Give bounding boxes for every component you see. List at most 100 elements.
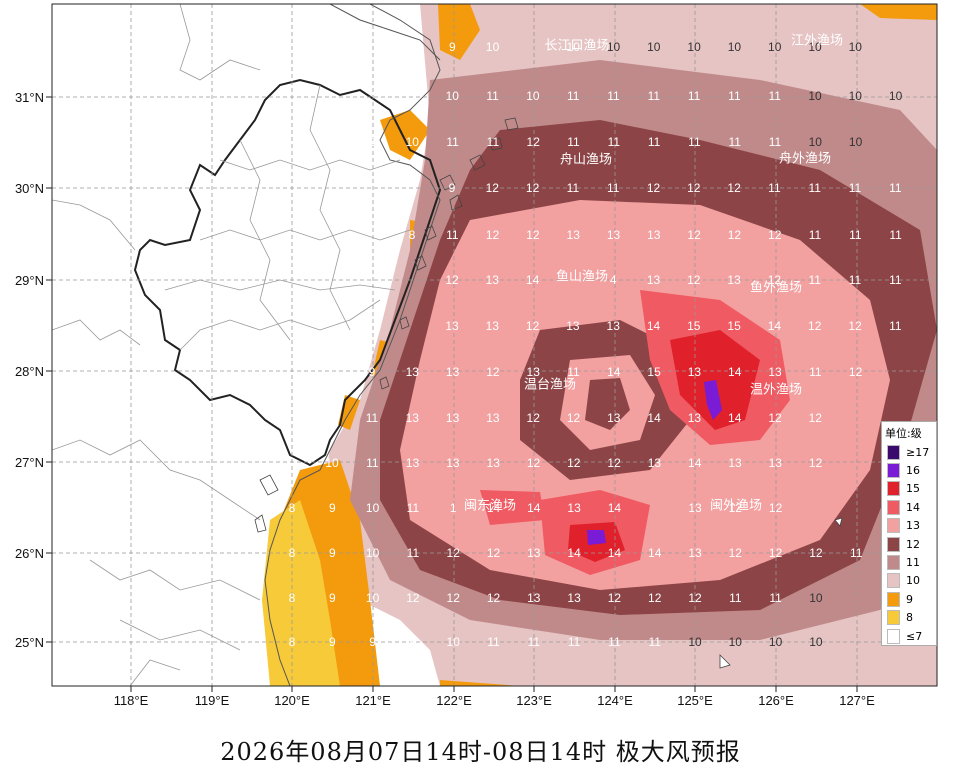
wind-grade-value: 11 (407, 501, 420, 515)
map-caption: 2026年08月07日14时-08日14时 极大风预报 (220, 738, 741, 766)
wind-grade-value: 13 (567, 591, 581, 605)
wind-grade-value: 13 (688, 411, 702, 425)
wind-zone-16-south (587, 530, 606, 545)
wind-grade-value: 10 (889, 89, 903, 103)
legend-swatch (887, 573, 900, 589)
wind-grade-value: 10 (849, 40, 863, 54)
fishing-zone-labels: 长江口渔场 江外渔场 舟山渔场 舟外渔场 鱼山渔场 鱼外渔场 温台渔场 温外渔场… (464, 34, 843, 514)
x-tick-label: 126°E (758, 693, 794, 708)
legend-swatch (887, 444, 900, 460)
wind-grade-value: 10 (809, 135, 823, 149)
wind-grade-value: 12 (769, 501, 783, 515)
wind-zone-9-north (438, 4, 480, 60)
wind-grade-value: 12 (527, 456, 541, 470)
wind-grade-value: 10 (809, 591, 823, 605)
y-tick-label: 30°N (15, 181, 44, 196)
wind-grade-value: 12 (688, 591, 702, 605)
wind-grade-value: 13 (406, 456, 420, 470)
legend-item: 13 (882, 517, 936, 535)
wind-grade-value: 14 (768, 319, 782, 333)
wind-grade-value: 12 (727, 181, 741, 195)
x-axis-ticks: 118°E 119°E 120°E 121°E 122°E 123°E 124°E 125°E… (114, 686, 875, 708)
wind-grade-value: 10 (526, 89, 540, 103)
wind-grade-value: 9 (369, 365, 376, 379)
wind-grade-value: 13 (486, 411, 500, 425)
wind-grade-value: 9 (329, 546, 336, 560)
wind-grade-value: 10 (849, 135, 863, 149)
wind-grade-value: 11 (528, 635, 541, 649)
wind-grade-value: 10 (688, 635, 702, 649)
wind-grade-value: 12 (808, 319, 822, 333)
wind-grade-value: 11 (769, 591, 782, 605)
wind-grade-value: 12 (447, 546, 461, 560)
wind-grade-value: 12 (567, 456, 581, 470)
wind-zone-8 (262, 500, 340, 686)
legend-item: ≤7 (882, 627, 936, 645)
legend-label: 8 (906, 611, 913, 625)
wind-grade-value: 8 (289, 635, 296, 649)
wind-grade-value: 12 (769, 546, 783, 560)
wind-grade-value: 13 (647, 273, 661, 287)
wind-grade-value: 13 (567, 501, 581, 515)
wind-grade-value: 14 (728, 365, 742, 379)
wind-grade-value: 12 (728, 228, 742, 242)
wind-grade-value: 9 (449, 181, 456, 195)
legend-label: 12 (906, 537, 920, 551)
wind-grade-value: 11 (407, 546, 420, 560)
wind-grade-value: 11 (729, 591, 742, 605)
wind-grade-value: 11 (768, 89, 781, 103)
wind-grade-value: 13 (728, 456, 742, 470)
wind-grade-value: 15 (647, 365, 661, 379)
zone-label: 温外渔场 (750, 383, 802, 398)
coastline-north (264, 4, 441, 686)
wind-grade-value: 14 (648, 546, 662, 560)
legend-item: 14 (882, 498, 936, 516)
legend-item: 10 (882, 572, 936, 590)
wind-grade-value: 15 (687, 319, 701, 333)
wind-grade-value: 9 (329, 501, 336, 515)
wind-grade-value: 12 (768, 273, 782, 287)
wind-grade-value: 12 (687, 273, 701, 287)
wind-grade-value: 12 (486, 228, 500, 242)
wind-grade-value: 12 (527, 135, 541, 149)
zone-label: 江外渔场 (791, 34, 843, 49)
legend-swatch (887, 591, 900, 607)
wind-grade-value: 11 (648, 135, 661, 149)
land-boundaries (52, 4, 843, 686)
zhejiang-province-border (133, 78, 442, 467)
wind-grade-value: 13 (727, 273, 741, 287)
wind-grade-value: 11 (728, 89, 741, 103)
wind-grade-value: 10 (607, 40, 621, 54)
wind-grade-value: 13 (648, 456, 662, 470)
wind-grade-value: 11 (486, 89, 499, 103)
x-tick-label: 122°E (436, 693, 472, 708)
wind-grade-value: 10 (446, 89, 460, 103)
graticule (52, 4, 937, 686)
x-tick-label: 125°E (677, 693, 713, 708)
wind-grade-value: 14 (608, 501, 622, 515)
wind-grade-value: 11 (568, 635, 581, 649)
wind-grade-value: 12 (849, 365, 863, 379)
wind-grade-value: 13 (445, 319, 459, 333)
wind-grade-value: 12 (607, 456, 621, 470)
wind-grade-value: 12 (447, 591, 461, 605)
legend-swatch (887, 628, 900, 644)
coastline-shanghai (329, 4, 441, 61)
wind-grade-value: 14 (647, 411, 661, 425)
wind-grade-value: 13 (607, 319, 621, 333)
wind-grade-value: 10 (366, 591, 380, 605)
x-tick-label: 120°E (274, 693, 310, 708)
wind-grade-value: 12 (526, 228, 540, 242)
wind-grade-value: 11 (567, 135, 580, 149)
wind-grade-value: 11 (608, 135, 621, 149)
wind-grade-value: 12 (608, 591, 622, 605)
y-tick-label: 31°N (15, 90, 44, 105)
wind-grade-value: 10 (647, 40, 661, 54)
wind-grade-value: 12 (729, 501, 743, 515)
wind-forecast-map: 8 9 10 10 10 10 10 10 10 10 10 10 11 10 11 11 11 11 11 11 10… (15, 3, 938, 708)
legend-item: 9 (882, 590, 936, 608)
legend-item: 11 (882, 553, 936, 571)
wind-grade-value: 9 (410, 635, 417, 649)
wind-zone-15-east (670, 330, 760, 430)
wind-grade-value: 11 (769, 135, 782, 149)
